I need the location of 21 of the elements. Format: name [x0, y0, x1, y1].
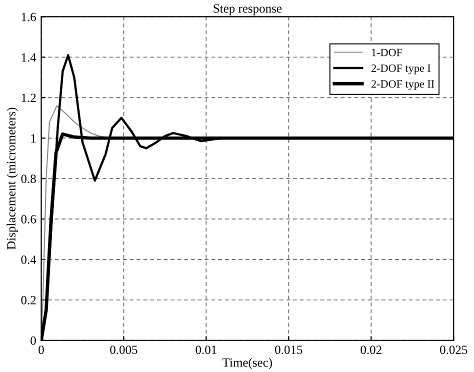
- x-tick-label: 0.01: [196, 346, 216, 354]
- y-tick-label: 1.2: [22, 94, 36, 102]
- x-axis-title: Time(sec): [222, 358, 272, 370]
- x-tick-label: 0: [38, 346, 44, 354]
- x-tick-label: 0.015: [275, 346, 302, 354]
- y-tick-label: 1.4: [22, 53, 36, 62]
- y-tick-label: 0.6: [21, 215, 36, 224]
- x-tick-label: 0.025: [440, 346, 468, 354]
- y-tick-label: 0.8: [21, 174, 36, 184]
- legend-label: 2-DOF type I: [372, 64, 430, 74]
- legend-label: 2-DOF type II: [372, 80, 434, 90]
- y-tick-label: 0: [30, 336, 36, 345]
- y-tick-label: 1.6: [22, 12, 36, 22]
- x-tick-label: 0.02: [360, 346, 382, 354]
- y-tick-label: 1: [31, 134, 36, 142]
- y-tick-label: 0.4: [21, 255, 36, 264]
- x-tick-label: 0.005: [110, 346, 138, 354]
- legend-label: 1-DOF: [372, 48, 402, 56]
- y-tick-label: 0.2: [21, 296, 36, 304]
- chart-title: Step response: [214, 4, 282, 16]
- y-axis-title: Displacement (micrometers): [6, 108, 18, 250]
